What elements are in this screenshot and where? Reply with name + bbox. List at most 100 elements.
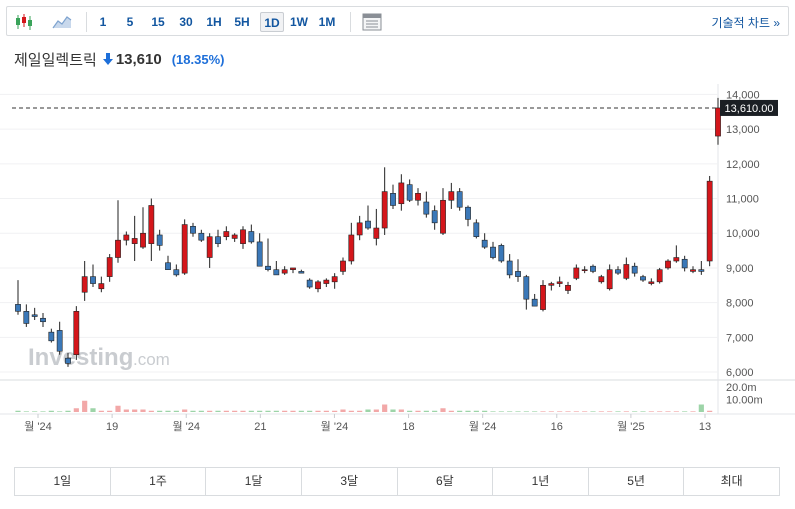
candle[interactable] bbox=[465, 205, 471, 227]
area-chart-icon[interactable] bbox=[51, 12, 73, 32]
interval-5m[interactable]: 5 bbox=[126, 15, 134, 29]
candle[interactable] bbox=[631, 262, 638, 277]
interval-30m[interactable]: 30 bbox=[179, 15, 193, 29]
candle[interactable] bbox=[348, 222, 355, 265]
candle[interactable] bbox=[706, 175, 713, 267]
candle[interactable] bbox=[198, 229, 205, 242]
interval-1w[interactable]: 1W bbox=[290, 15, 308, 29]
candle[interactable] bbox=[231, 233, 238, 242]
candle[interactable] bbox=[23, 304, 30, 327]
candle[interactable] bbox=[698, 261, 705, 275]
interval-5h[interactable]: 5H bbox=[234, 15, 250, 29]
candle[interactable] bbox=[481, 233, 488, 249]
candle[interactable] bbox=[665, 259, 671, 270]
candle[interactable] bbox=[656, 267, 663, 284]
candle[interactable] bbox=[548, 281, 555, 291]
candle[interactable] bbox=[365, 205, 371, 230]
technical-chart-link[interactable]: 기술적 차트 » bbox=[711, 16, 780, 30]
interval-1d[interactable]: 1D bbox=[260, 12, 284, 32]
candle[interactable] bbox=[290, 267, 296, 274]
candle[interactable] bbox=[398, 174, 405, 211]
candle[interactable] bbox=[423, 191, 430, 218]
candle[interactable] bbox=[498, 243, 505, 263]
candle[interactable] bbox=[98, 276, 105, 293]
candle[interactable] bbox=[65, 352, 71, 367]
candle[interactable] bbox=[190, 222, 196, 237]
candle[interactable] bbox=[598, 274, 605, 284]
candle[interactable] bbox=[648, 278, 655, 286]
range-3-months[interactable]: 3달 bbox=[302, 468, 398, 495]
candle[interactable] bbox=[48, 328, 55, 343]
candlestick-chart-icon[interactable] bbox=[13, 12, 35, 32]
candle[interactable] bbox=[415, 188, 421, 206]
candle[interactable] bbox=[715, 97, 721, 145]
candle[interactable] bbox=[606, 264, 613, 291]
candle[interactable] bbox=[90, 264, 96, 288]
candle[interactable] bbox=[56, 321, 63, 355]
candle[interactable] bbox=[140, 207, 146, 249]
candle[interactable] bbox=[215, 229, 221, 248]
candle[interactable] bbox=[406, 179, 413, 202]
candle[interactable] bbox=[73, 306, 80, 360]
candle[interactable] bbox=[240, 226, 246, 249]
candle[interactable] bbox=[623, 257, 630, 281]
range-1-month[interactable]: 1달 bbox=[206, 468, 302, 495]
candle[interactable] bbox=[223, 226, 230, 241]
candle[interactable] bbox=[15, 280, 21, 315]
chart-canvas[interactable]: Investing .com 14,00013,00012,00011,0001… bbox=[0, 84, 795, 444]
price-chart[interactable]: Investing .com 14,000 13,000 12,000 11,000 1… bbox=[0, 84, 795, 444]
candle[interactable] bbox=[31, 307, 38, 320]
candle[interactable] bbox=[265, 238, 271, 272]
range-5-years[interactable]: 5년 bbox=[589, 468, 685, 495]
candle[interactable] bbox=[673, 245, 680, 263]
candle[interactable] bbox=[523, 274, 530, 310]
candle[interactable] bbox=[323, 278, 330, 288]
candle[interactable] bbox=[156, 229, 163, 251]
candle[interactable] bbox=[473, 219, 480, 239]
candle[interactable] bbox=[131, 215, 138, 261]
range-1-year[interactable]: 1년 bbox=[493, 468, 589, 495]
candle[interactable] bbox=[506, 254, 513, 279]
candle[interactable] bbox=[256, 233, 263, 267]
candle[interactable] bbox=[331, 273, 338, 289]
candle[interactable] bbox=[540, 280, 546, 312]
candle[interactable] bbox=[556, 276, 563, 288]
candle[interactable] bbox=[106, 254, 113, 282]
interval-1mo[interactable]: 1M bbox=[318, 15, 336, 29]
candle[interactable] bbox=[206, 233, 213, 268]
candle[interactable] bbox=[273, 261, 280, 276]
candle[interactable] bbox=[681, 255, 688, 272]
candle[interactable] bbox=[81, 261, 88, 301]
range-1-day[interactable]: 1일 bbox=[15, 468, 111, 495]
candle[interactable] bbox=[615, 266, 621, 275]
candle[interactable] bbox=[690, 266, 696, 274]
candle[interactable] bbox=[490, 241, 496, 260]
candle[interactable] bbox=[590, 264, 596, 274]
candle[interactable] bbox=[315, 280, 321, 293]
candle[interactable] bbox=[431, 205, 438, 230]
range-6-months[interactable]: 6달 bbox=[398, 468, 494, 495]
candle[interactable] bbox=[123, 231, 130, 246]
table-view-icon[interactable] bbox=[361, 12, 383, 32]
candle[interactable] bbox=[373, 208, 380, 246]
candle[interactable] bbox=[640, 274, 646, 282]
candle[interactable] bbox=[306, 278, 313, 289]
candle[interactable] bbox=[573, 264, 580, 281]
candle[interactable] bbox=[248, 224, 255, 244]
candle[interactable] bbox=[456, 188, 463, 211]
candle[interactable] bbox=[115, 200, 121, 263]
candle[interactable] bbox=[40, 313, 46, 327]
candle[interactable] bbox=[581, 266, 588, 274]
candle[interactable] bbox=[390, 184, 396, 209]
candle[interactable] bbox=[356, 215, 363, 241]
range-max[interactable]: 최대 bbox=[720, 474, 743, 488]
candle[interactable] bbox=[515, 259, 521, 282]
candle[interactable] bbox=[165, 255, 171, 270]
candle[interactable] bbox=[340, 257, 346, 275]
candle[interactable] bbox=[440, 188, 446, 235]
range-1-week[interactable]: 1주 bbox=[111, 468, 207, 495]
candle[interactable] bbox=[173, 264, 180, 277]
interval-1m[interactable]: 1 bbox=[99, 15, 107, 29]
interval-1h[interactable]: 1H bbox=[206, 15, 222, 29]
candle[interactable] bbox=[298, 269, 305, 274]
